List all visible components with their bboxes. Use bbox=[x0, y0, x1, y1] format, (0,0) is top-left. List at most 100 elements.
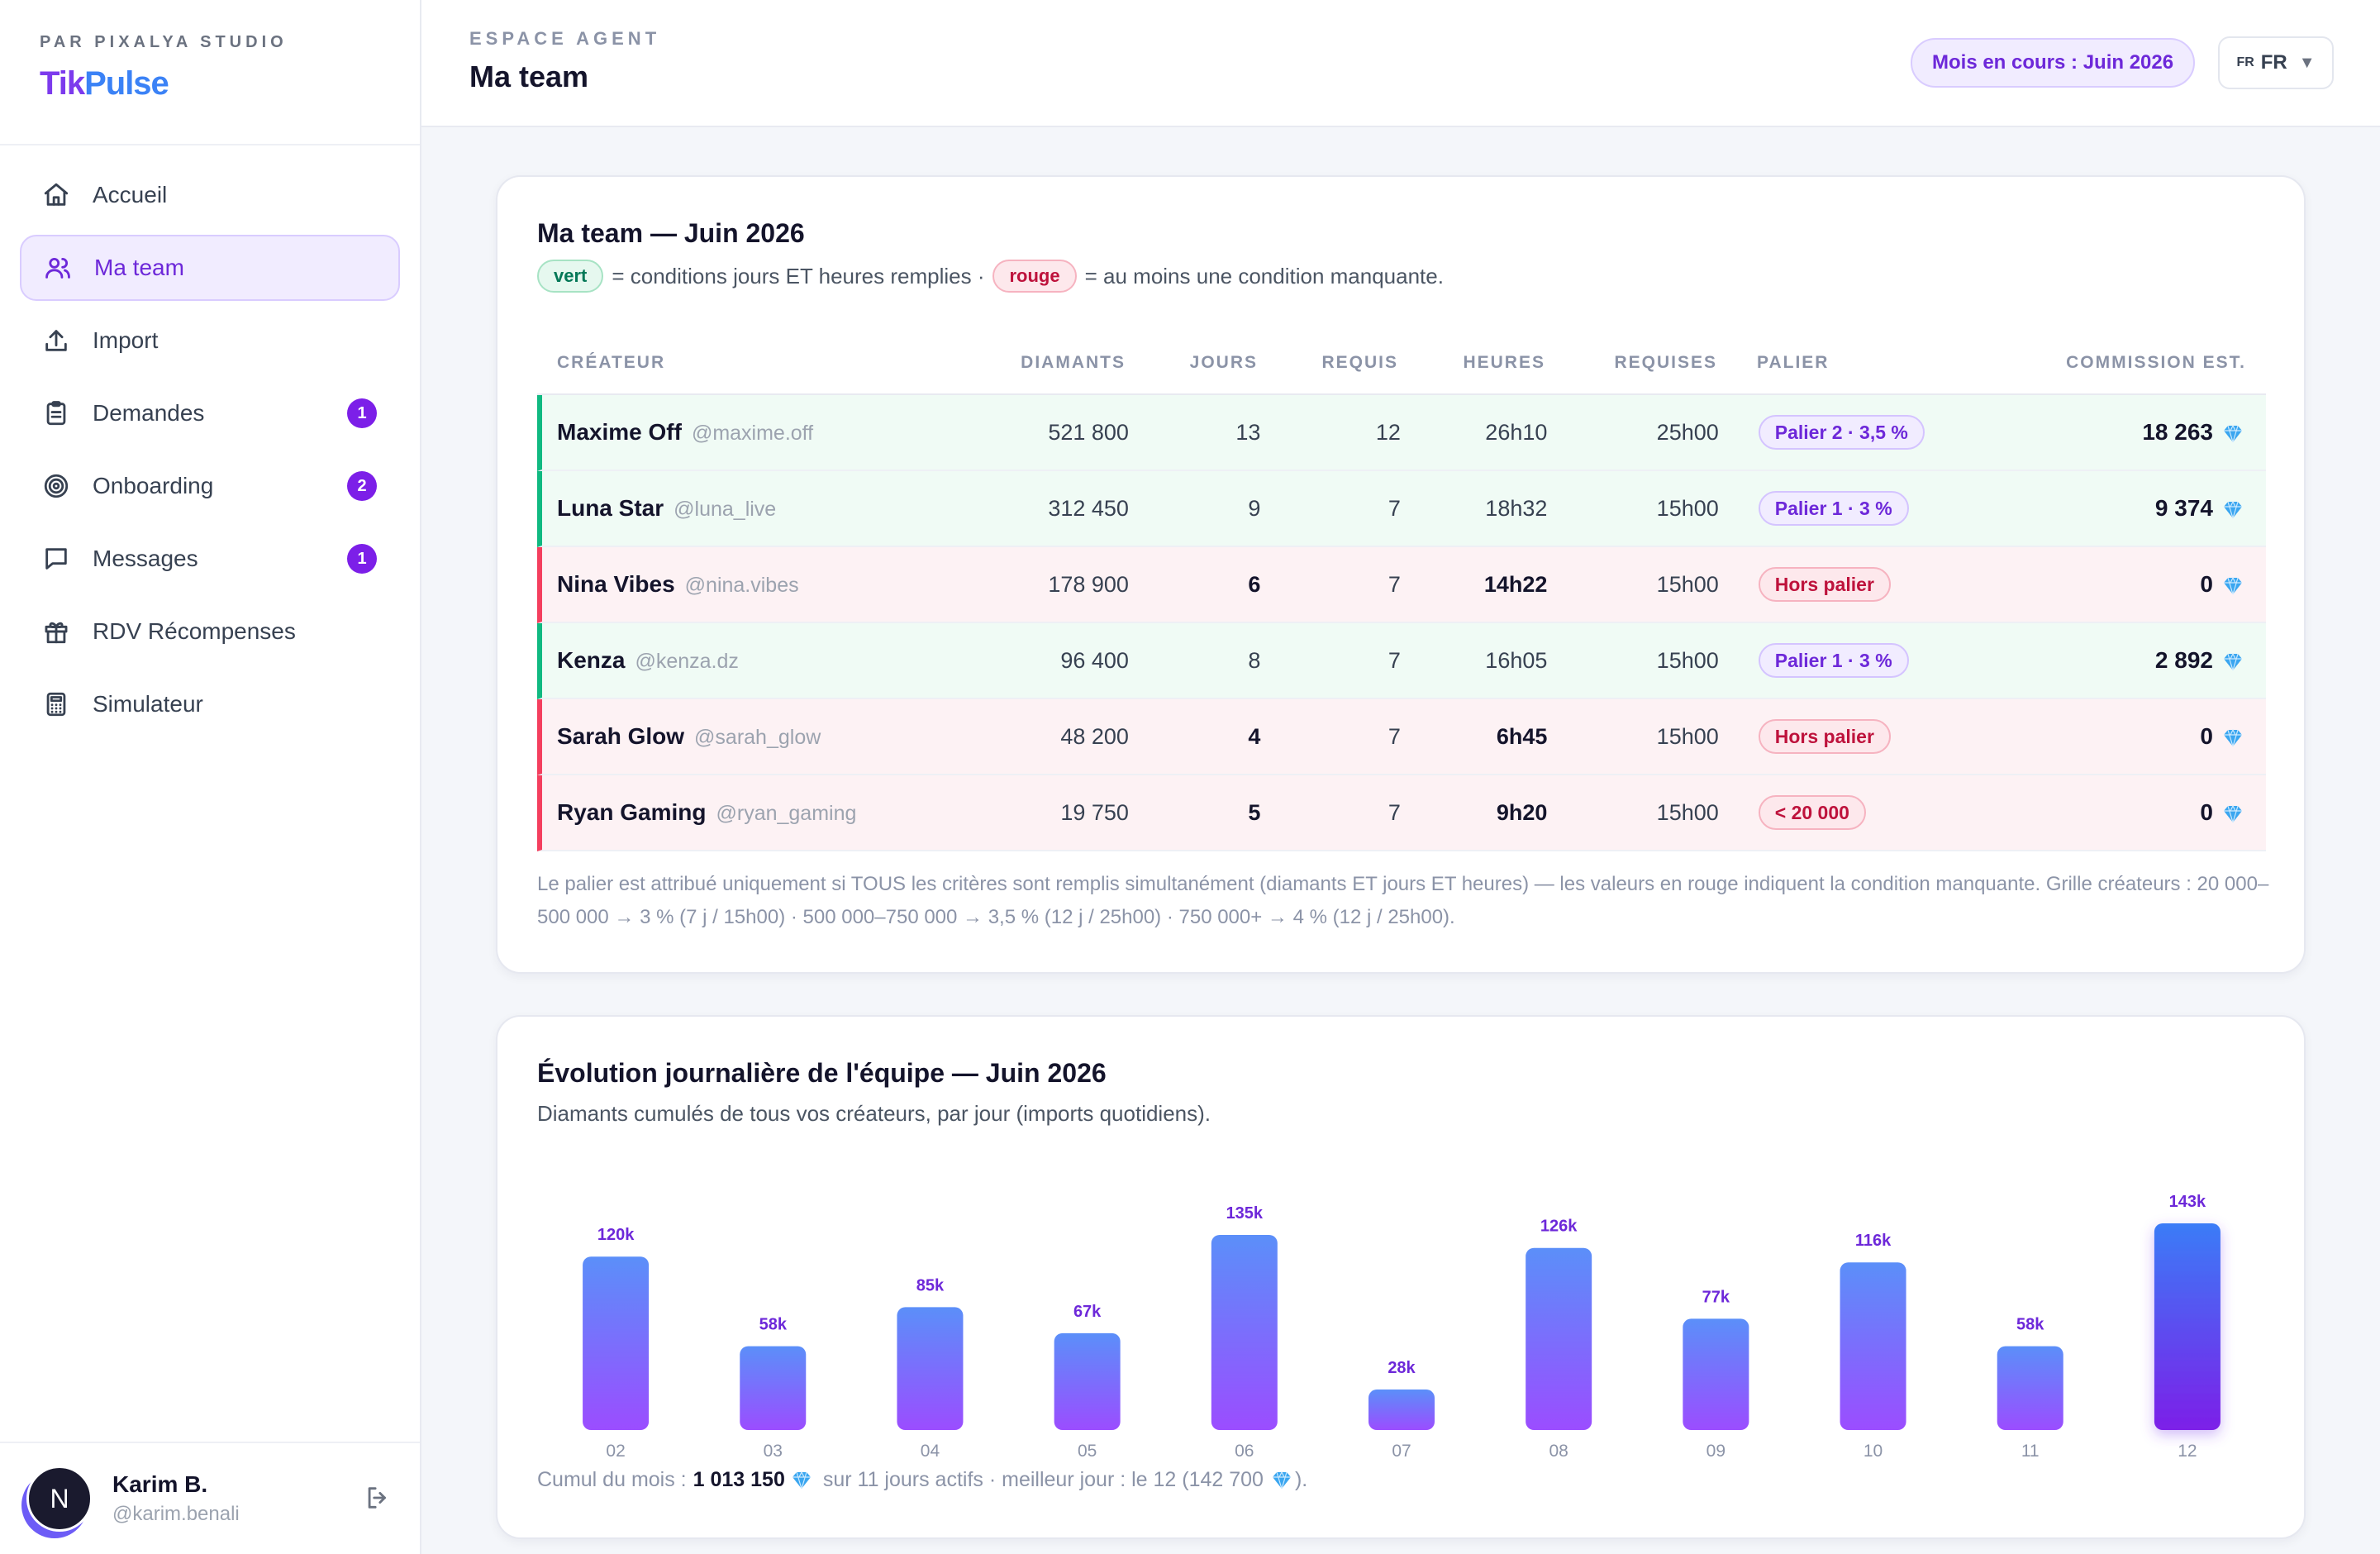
col-commission[interactable]: COMMISSION EST. bbox=[2066, 353, 2246, 372]
bar-12[interactable] bbox=[2154, 1223, 2221, 1430]
team-legend: vert = conditions jours ET heures rempli… bbox=[537, 260, 1444, 293]
commission-cell: 0 bbox=[1951, 799, 2266, 826]
gift-icon bbox=[41, 617, 71, 646]
brand-logo[interactable]: TikPulse bbox=[40, 65, 380, 102]
required-days-cell: 7 bbox=[1388, 571, 1401, 597]
nav-item-simulateur[interactable]: Simulateur bbox=[20, 671, 400, 737]
tier-badge: Palier 1 · 3 % bbox=[1758, 643, 1909, 678]
summary-label: Cumul du mois : bbox=[537, 1468, 687, 1491]
bar-05[interactable] bbox=[1054, 1332, 1121, 1430]
days-cell: 6 bbox=[1248, 571, 1261, 597]
required-days-cell: 7 bbox=[1388, 495, 1401, 521]
tier-cell: Palier 2 · 3,5 % bbox=[1719, 415, 1951, 450]
creator-cell: Sarah Glow @sarah_glow bbox=[542, 723, 971, 750]
home-icon bbox=[41, 180, 71, 210]
demandes-count-badge: 1 bbox=[347, 398, 377, 428]
creator-handle: @kenza.dz bbox=[635, 650, 739, 673]
x-tick-label: 10 bbox=[1864, 1442, 1883, 1461]
avatar[interactable]: N bbox=[26, 1466, 93, 1532]
bar-07[interactable] bbox=[1368, 1390, 1435, 1430]
commission-cell: 0 bbox=[1951, 571, 2266, 598]
table-row[interactable]: Nina Vibes @nina.vibes 178 900 6 7 14h22 … bbox=[537, 547, 2266, 623]
creator-name: Nina Vibes bbox=[557, 571, 675, 597]
nav-item-onboarding[interactable]: Onboarding 2 bbox=[20, 453, 400, 519]
commission-cell: 18 263 bbox=[1951, 419, 2266, 446]
logout-icon[interactable] bbox=[364, 1484, 393, 1513]
col-heures[interactable]: HEURES bbox=[1463, 353, 1545, 372]
brand: PAR PIXALYA STUDIO TikPulse bbox=[0, 0, 420, 145]
days-cell: 9 bbox=[1248, 495, 1261, 521]
user-handle: @karim.benali bbox=[112, 1503, 240, 1525]
diamond-icon bbox=[2224, 652, 2242, 671]
chevron-down-icon: ▼ bbox=[2298, 53, 2316, 72]
hours-cell: 16h05 bbox=[1485, 647, 1548, 673]
diamonds-cell: 96 400 bbox=[1060, 647, 1129, 673]
x-tick-label: 06 bbox=[1235, 1442, 1254, 1461]
col-requis[interactable]: REQUIS bbox=[1321, 353, 1398, 372]
tier-cell: Hors palier bbox=[1719, 719, 1951, 754]
creator-name: Kenza bbox=[557, 647, 626, 673]
x-tick-label: 05 bbox=[1078, 1442, 1097, 1461]
month-summary: Cumul du mois : 1 013 150 sur 11 jours a… bbox=[537, 1468, 1307, 1492]
nav-label: Messages bbox=[93, 546, 198, 571]
legend-green-chip: vert bbox=[537, 260, 604, 293]
required-days-cell: 7 bbox=[1388, 799, 1401, 825]
bar-08[interactable] bbox=[1526, 1247, 1592, 1430]
table-row[interactable]: Kenza @kenza.dz 96 400 8 7 16h05 15h00 Pa… bbox=[537, 623, 2266, 699]
creator-cell: Luna Star @luna_live bbox=[542, 495, 971, 522]
creator-handle: @sarah_glow bbox=[694, 726, 821, 749]
bar-value-label: 85k bbox=[916, 1276, 945, 1294]
nav-label: Import bbox=[93, 327, 159, 353]
col-jours[interactable]: JOURS bbox=[1189, 353, 1258, 372]
users-icon bbox=[43, 253, 73, 283]
team-card: Ma team — Juin 2026 vert = conditions jo… bbox=[496, 175, 2306, 974]
creator-name: Sarah Glow bbox=[557, 723, 685, 749]
days-cell: 4 bbox=[1248, 723, 1261, 749]
language-select[interactable]: FR FR ▼ bbox=[2218, 36, 2334, 89]
commission-value: 0 bbox=[2200, 723, 2213, 749]
nav-label: Accueil bbox=[93, 182, 168, 207]
bar-value-label: 28k bbox=[1388, 1359, 1416, 1377]
nav-label: Simulateur bbox=[93, 691, 203, 717]
top-header: ESPACE AGENT Ma team Mois en cours : Jui… bbox=[421, 0, 2380, 127]
required-hours-cell: 15h00 bbox=[1656, 799, 1719, 825]
creator-name: Luna Star bbox=[557, 495, 664, 521]
table-row[interactable]: Maxime Off @maxime.off 521 800 13 12 26h1… bbox=[537, 395, 2266, 471]
nav-item-demandes[interactable]: Demandes 1 bbox=[20, 380, 400, 446]
required-hours-cell: 15h00 bbox=[1656, 647, 1719, 673]
col-requises[interactable]: REQUISES bbox=[1614, 353, 1717, 372]
diamonds-cell: 178 900 bbox=[1048, 571, 1129, 597]
days-cell: 5 bbox=[1248, 799, 1261, 825]
diamonds-cell: 312 450 bbox=[1048, 495, 1129, 521]
sidebar: PAR PIXALYA STUDIO TikPulse Accueil Ma t… bbox=[0, 0, 421, 1554]
nav-item-ma-team[interactable]: Ma team bbox=[20, 235, 400, 301]
bar-09[interactable] bbox=[1683, 1318, 1749, 1430]
col-createur[interactable]: CRÉATEUR bbox=[557, 353, 666, 372]
days-cell: 8 bbox=[1248, 647, 1261, 673]
team-card-title: Ma team — Juin 2026 bbox=[537, 218, 805, 248]
nav-item-import[interactable]: Import bbox=[20, 307, 400, 374]
bar-10[interactable] bbox=[1840, 1262, 1906, 1430]
table-row[interactable]: Luna Star @luna_live 312 450 9 7 18h32 15… bbox=[537, 471, 2266, 547]
nav-item-messages[interactable]: Messages 1 bbox=[20, 526, 400, 592]
bar-06[interactable] bbox=[1211, 1234, 1278, 1430]
evolution-card-title: Évolution journalière de l'équipe — Juin… bbox=[537, 1058, 1107, 1088]
creator-handle: @ryan_gaming bbox=[716, 802, 857, 825]
days-cell: 13 bbox=[1235, 419, 1261, 445]
col-palier[interactable]: PALIER bbox=[1757, 353, 1830, 372]
table-row[interactable]: Ryan Gaming @ryan_gaming 19 750 5 7 9h20 … bbox=[537, 775, 2266, 851]
current-month-pill[interactable]: Mois en cours : Juin 2026 bbox=[1911, 38, 2196, 88]
bar-02[interactable] bbox=[583, 1256, 650, 1430]
nav-item-rdv-recompenses[interactable]: RDV Récompenses bbox=[20, 598, 400, 665]
table-row[interactable]: Sarah Glow @sarah_glow 48 200 4 7 6h45 15… bbox=[537, 699, 2266, 775]
nav-label: Ma team bbox=[94, 255, 184, 280]
team-table: CRÉATEUR DIAMANTS JOURS REQUIS HEURES RE… bbox=[537, 332, 2266, 851]
legend-green-text: = conditions jours ET heures remplies · bbox=[612, 263, 985, 288]
required-hours-cell: 15h00 bbox=[1656, 495, 1719, 521]
bar-04[interactable] bbox=[897, 1307, 964, 1430]
commission-cell: 2 892 bbox=[1951, 647, 2266, 674]
nav-item-accueil[interactable]: Accueil bbox=[20, 162, 400, 228]
bar-11[interactable] bbox=[1997, 1346, 2063, 1430]
bar-03[interactable] bbox=[740, 1346, 807, 1430]
col-diamants[interactable]: DIAMANTS bbox=[1021, 353, 1126, 372]
